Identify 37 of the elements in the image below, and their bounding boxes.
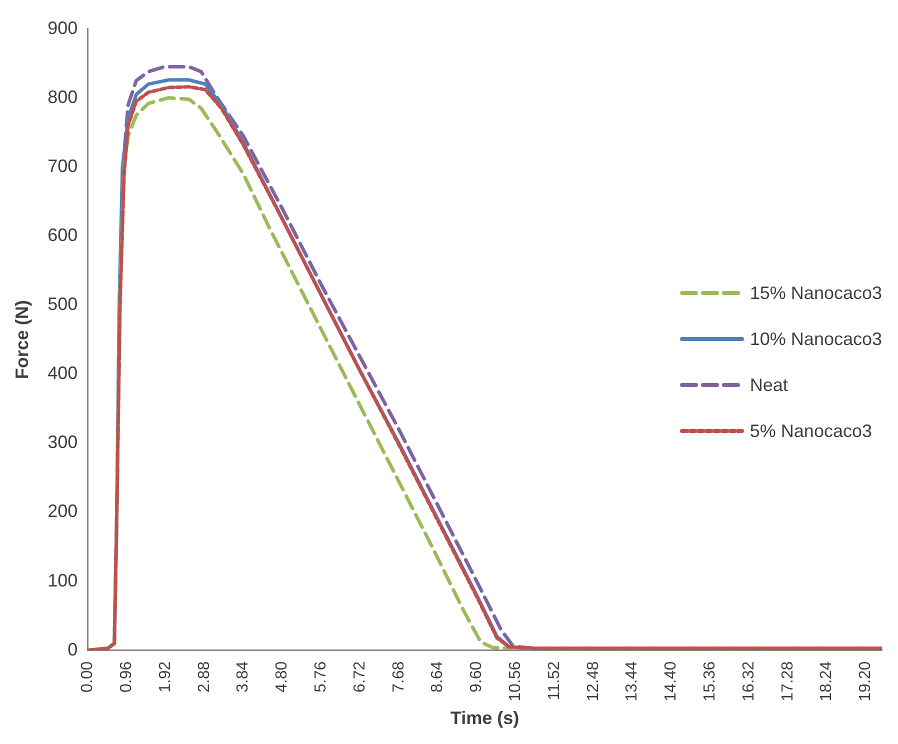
x-tick-label: 19.20 <box>857 661 874 702</box>
x-tick-label: 7.68 <box>390 661 408 692</box>
x-tick-label: 10.56 <box>506 661 524 702</box>
x-tick-label: 13.44 <box>624 661 641 702</box>
x-tick-label: 4.80 <box>274 661 291 692</box>
legend-label: Neat <box>750 374 788 396</box>
y-tick-label: 800 <box>48 86 78 107</box>
y-tick-label: 900 <box>48 18 78 38</box>
y-tick-label: 300 <box>48 432 78 452</box>
x-tick-label: 8.64 <box>429 661 446 692</box>
x-tick-label: 2.88 <box>196 661 213 692</box>
y-tick-label: 600 <box>48 224 78 245</box>
y-axis-title: Force (N) <box>12 300 32 380</box>
x-tick-label: 11.52 <box>546 661 563 700</box>
y-tick-label: 0 <box>68 639 78 660</box>
x-tick-label: 5.76 <box>312 661 330 692</box>
y-tick-label: 500 <box>48 294 78 314</box>
x-tick-label: 1.92 <box>156 661 174 692</box>
y-tick-label: 200 <box>48 501 78 522</box>
legend-label: 10% Nanocaco3 <box>750 328 882 350</box>
x-tick-label: 12.48 <box>584 661 602 702</box>
x-tick-label: 3.84 <box>234 661 252 692</box>
legend-label: 15% Nanocaco3 <box>750 282 882 304</box>
y-tick-label: 100 <box>48 570 78 590</box>
y-tick-label: 400 <box>48 363 78 384</box>
x-tick-label: 14.40 <box>662 661 680 702</box>
x-tick-label: 0.00 <box>79 661 96 692</box>
x-tick-label: 18.24 <box>818 661 836 702</box>
x-tick-label: 16.32 <box>740 661 758 702</box>
x-tick-label: 6.72 <box>351 661 368 692</box>
x-tick-label: 9.60 <box>468 661 486 692</box>
x-tick-label: 17.28 <box>779 661 796 702</box>
x-tick-label: 15.36 <box>702 661 719 702</box>
y-tick-label: 700 <box>48 156 78 176</box>
x-axis-title: Time (s) <box>450 708 520 728</box>
x-tick-label: 0.96 <box>118 661 135 692</box>
legend-label: 5% Nanocaco3 <box>750 420 872 442</box>
